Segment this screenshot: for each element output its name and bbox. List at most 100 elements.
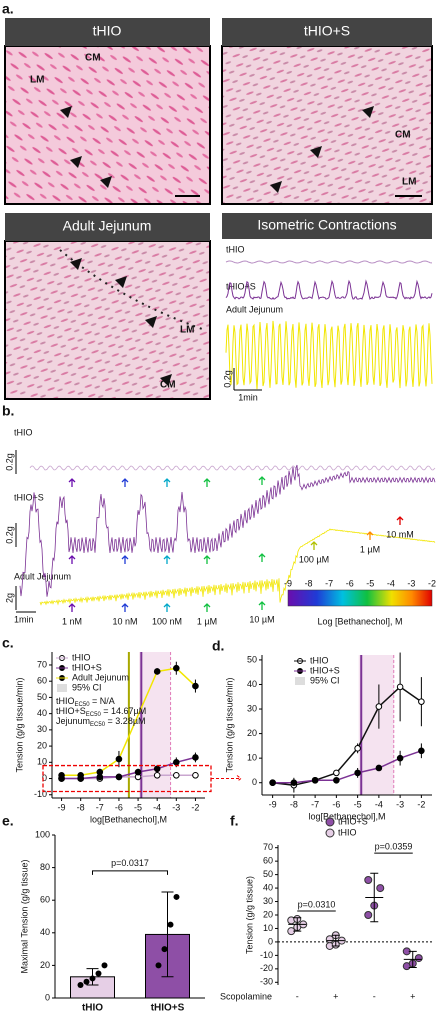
y-tick-label: 100 [35, 829, 50, 839]
x-tick-label: -5 [134, 802, 142, 812]
x-tick-label: -7 [311, 799, 319, 809]
dose-label: 10 mM [386, 529, 414, 539]
legend-label: 95% CI [310, 675, 340, 685]
y-tick-label: 80 [40, 862, 50, 872]
y-tick-label: 0 [252, 777, 257, 787]
legend-label: tHIO+S [338, 816, 368, 826]
y-tick-label: 0 [42, 773, 47, 783]
x-tick-label: -3 [172, 802, 180, 812]
y-tick-label: 10 [247, 753, 257, 763]
point [396, 683, 404, 691]
point [396, 754, 404, 762]
x-tick-label: -4 [153, 802, 161, 812]
trace [225, 260, 432, 264]
legend-label: tHIO+S [310, 665, 340, 675]
point [173, 893, 180, 900]
colorbar-tick: -4 [387, 578, 395, 588]
point [173, 771, 180, 779]
y-tick-label: 10 [37, 757, 47, 767]
legend-label: tHIO [310, 655, 329, 665]
x-tick-label: -6 [115, 802, 123, 812]
tissue-label: LM [30, 75, 44, 86]
arrow [310, 541, 318, 550]
colorbar-tick: -3 [407, 578, 415, 588]
ec50-value: = N/A [90, 696, 115, 706]
colorbar-label: Log [Bethanechol], M [317, 616, 402, 626]
dose-label: 100 nM [152, 616, 182, 626]
dose-label: 10 µM [249, 614, 274, 624]
colorbar-tick: -6 [346, 578, 354, 588]
point [192, 682, 199, 690]
tissue-label: LM [402, 177, 416, 188]
x-tick-label: -8 [290, 799, 298, 809]
colorbar [287, 589, 433, 607]
x-tick-label: tHIO+S [151, 1003, 185, 1014]
y-tick-label: 70 [263, 842, 273, 852]
panel-label: f. [230, 813, 239, 829]
arrow [68, 478, 76, 487]
legend-label: Adult Jejunum [72, 672, 129, 682]
trace [29, 465, 436, 471]
ec50-sub: EC50 [86, 712, 102, 718]
scale-label: 1min [238, 392, 258, 402]
arrow [203, 478, 211, 487]
panel-title: tHIO+S [304, 23, 350, 39]
point [101, 962, 108, 969]
y-axis-label: Tension (g/g tissue/min) [14, 677, 24, 772]
x-tick-label: tHIO [82, 1003, 103, 1014]
arrow [163, 555, 171, 564]
y-tick-label: 60 [263, 856, 273, 866]
point [167, 921, 174, 928]
scale-label: 0.2g [4, 453, 14, 471]
y-tick-label: 20 [263, 909, 273, 919]
y-tick-label: 40 [37, 708, 47, 718]
point [134, 768, 142, 776]
scale-label: 0.2g [4, 526, 14, 544]
point [333, 776, 340, 784]
colorbar-tick: -5 [366, 578, 374, 588]
panel-label: d. [212, 638, 224, 654]
point [153, 765, 161, 773]
point [375, 764, 383, 772]
legend-marker [325, 828, 335, 838]
panel-label: c. [2, 635, 14, 651]
trace-label: tHIO+S [226, 281, 256, 291]
header [5, 213, 210, 241]
point [161, 946, 168, 953]
y-tick-label: 20 [247, 728, 257, 738]
point [77, 771, 84, 779]
y-tick-label: -10 [260, 950, 273, 960]
x-axis-label: log[Bethanechol],M [90, 814, 167, 824]
y-axis-label: Tension (g/g tissue/min) [224, 677, 234, 772]
trace [39, 528, 436, 606]
point [354, 745, 361, 752]
x-tick-label: + [410, 991, 415, 1001]
x-tick-label: -9 [269, 799, 277, 809]
p-value: p=0.0317 [111, 858, 149, 868]
ec50-name: tHIO+S [56, 706, 86, 716]
y-axis-label: Maximal Tension (g/g tissue) [19, 860, 29, 974]
x-tick-label: - [373, 991, 376, 1001]
x-tick-label: -5 [354, 799, 362, 809]
trace-label: tHIO+S [14, 492, 44, 502]
arrow [68, 603, 76, 612]
p-value: p=0.0310 [298, 899, 336, 909]
x-tick-label: - [296, 991, 299, 1001]
x-tick-label: -3 [396, 799, 404, 809]
tissue-label: CM [395, 130, 411, 141]
arrow [396, 516, 404, 525]
ec50-value: = 3.28µM [105, 716, 145, 726]
tissue-label: LM [180, 325, 194, 336]
x-tick-label: -7 [96, 802, 104, 812]
bracket [92, 870, 168, 875]
y-tick-label: 70 [37, 659, 47, 669]
point [375, 703, 383, 710]
y-tick-label: 0 [268, 936, 273, 946]
point [115, 755, 123, 763]
legend-label: tHIO+S [72, 662, 102, 672]
legend-label: tHIO [338, 827, 357, 837]
y-tick-label: 50 [263, 869, 273, 879]
point [414, 954, 423, 963]
arrow [258, 553, 266, 562]
header [5, 18, 210, 46]
